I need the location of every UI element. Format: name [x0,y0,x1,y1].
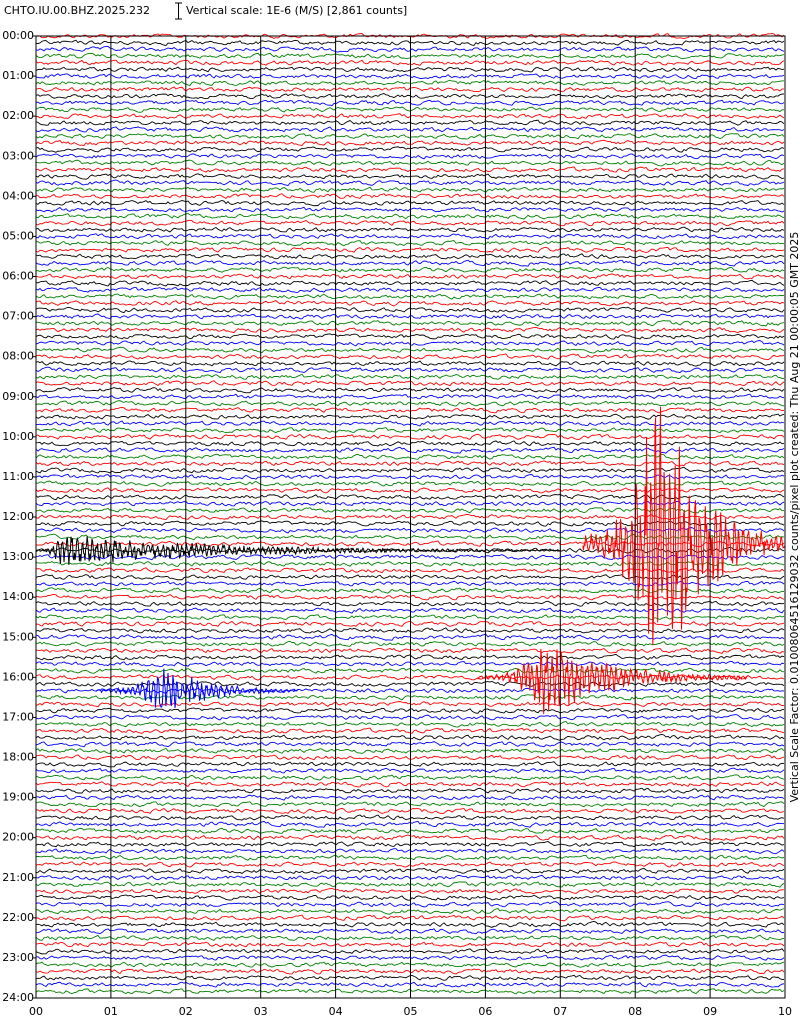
scale-bar [175,2,182,20]
y-tick-label: 04:00 [2,189,34,202]
chart-title: CHTO.IU.00.BHZ.2025.232 [4,4,150,17]
y-tick-label: 00:00 [2,29,34,42]
x-tick-label: 06 [478,1005,492,1018]
y-tick-label: 17:00 [2,710,34,723]
plot-frame [35,35,786,999]
x-tick-label: 07 [553,1005,567,1018]
y-tick-label: 21:00 [2,871,34,884]
y-tick-label: 15:00 [2,630,34,643]
y-tick-label: 11:00 [2,470,34,483]
x-tick-label: 08 [628,1005,642,1018]
y-tick-label: 16:00 [2,670,34,683]
y-tick-label: 10:00 [2,430,34,443]
y-tick-label: 08:00 [2,350,34,363]
x-tick-label: 00 [29,1005,43,1018]
x-tick-label: 05 [404,1005,418,1018]
event-waveform [582,406,785,646]
y-tick-label: 03:00 [2,149,34,162]
x-tick-label: 04 [329,1005,343,1018]
x-tick-label: 09 [703,1005,717,1018]
y-tick-label: 07:00 [2,310,34,323]
y-tick-label: 24:00 [2,991,34,1004]
y-tick-label: 23:00 [2,951,34,964]
y-tick-label: 22:00 [2,911,34,924]
event-waveform [35,536,561,565]
event-waveform [477,648,748,715]
y-tick-label: 01:00 [2,69,34,82]
y-tick-label: 14:00 [2,590,34,603]
y-tick-label: 13:00 [2,550,34,563]
x-tick-label: 10 [778,1005,792,1018]
y-tick-label: 19:00 [2,791,34,804]
x-tick-label: 03 [254,1005,268,1018]
y-tick-label: 12:00 [2,510,34,523]
side-label: Vertical Scale Factor: 0.010080645161290… [788,232,800,803]
y-tick-label: 09:00 [2,390,34,403]
y-tick-label: 18:00 [2,751,34,764]
x-tick-label: 02 [179,1005,193,1018]
y-tick-label: 20:00 [2,831,34,844]
chart-subtitle: Vertical scale: 1E-6 (M/S) [2,861 counts… [186,4,407,17]
y-tick-label: 05:00 [2,229,34,242]
y-tick-label: 02:00 [2,109,34,122]
x-tick-label: 01 [104,1005,118,1018]
y-tick-label: 06:00 [2,270,34,283]
event-waveform [95,668,298,708]
